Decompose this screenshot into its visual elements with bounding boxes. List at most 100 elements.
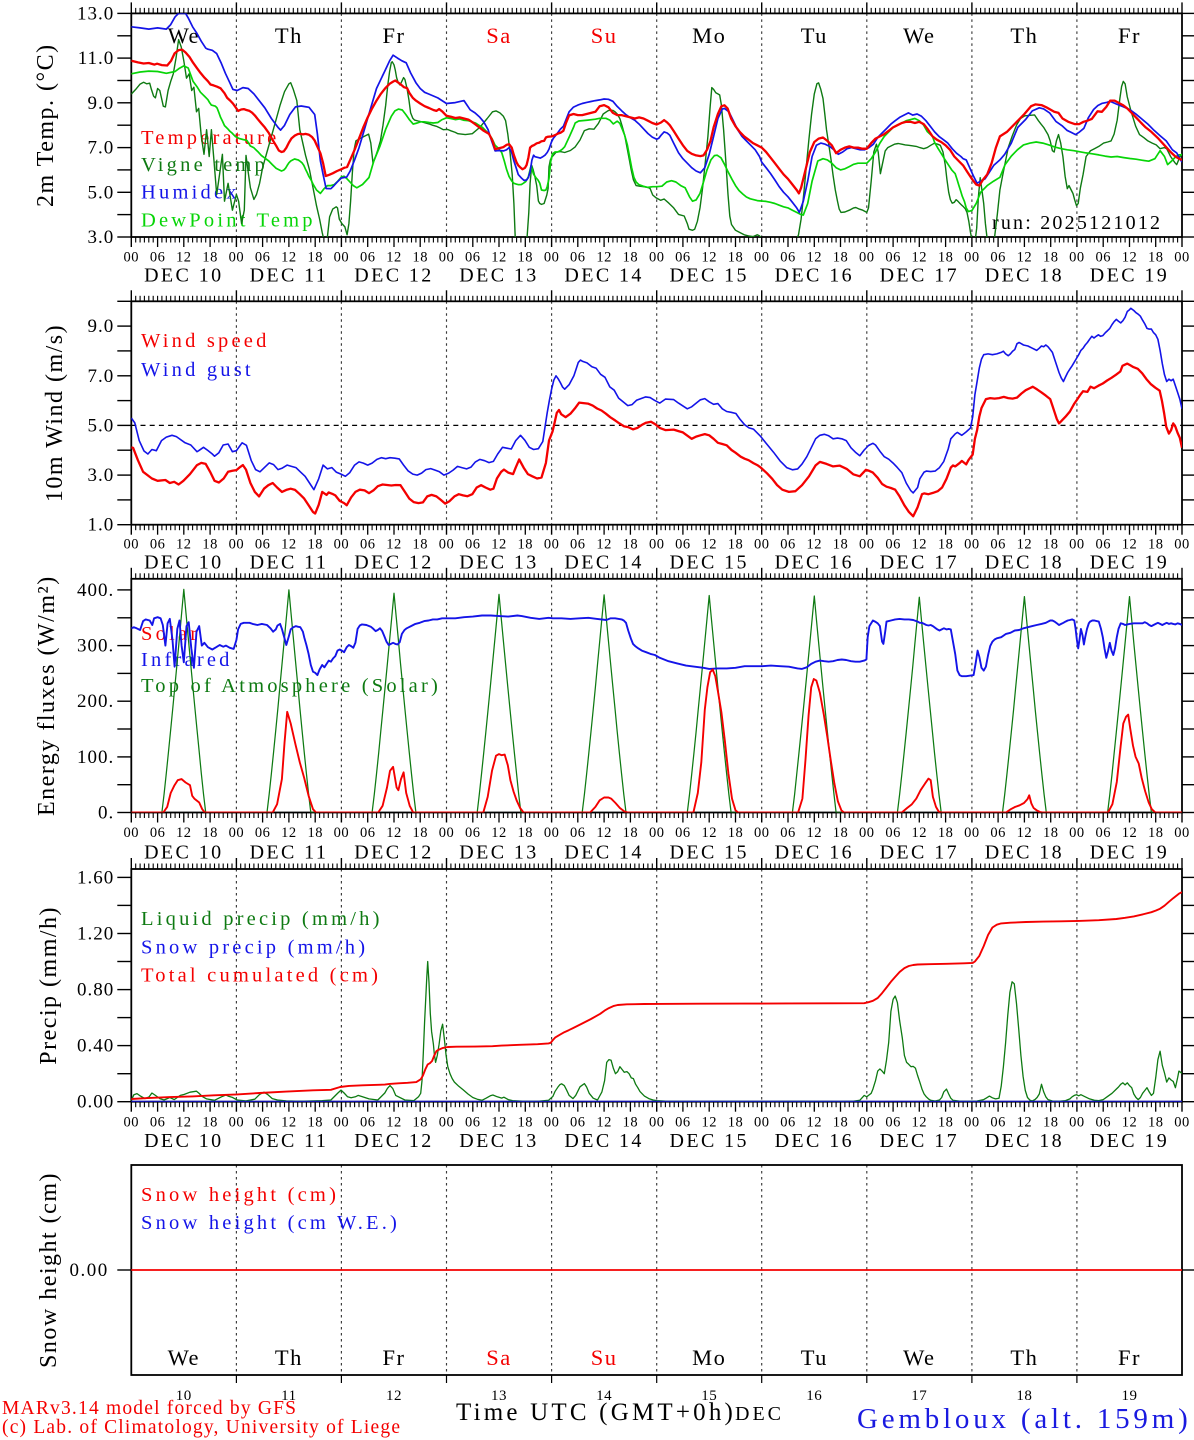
svg-text:15: 15 [701, 1388, 717, 1404]
svg-text:00: 00 [964, 1115, 980, 1131]
svg-text:18: 18 [518, 825, 534, 841]
svg-text:3.0: 3.0 [88, 227, 115, 248]
svg-text:1.20: 1.20 [77, 924, 114, 945]
svg-text:12: 12 [386, 1388, 402, 1404]
svg-text:06: 06 [150, 1115, 166, 1131]
svg-text:06: 06 [990, 537, 1006, 553]
svg-text:Snow height (cm): Snow height (cm) [141, 1184, 339, 1206]
svg-text:0.00: 0.00 [70, 1260, 109, 1281]
svg-text:We: We [903, 1345, 935, 1370]
svg-text:DEC 15: DEC 15 [669, 265, 748, 287]
svg-text:DEC 15: DEC 15 [669, 1130, 748, 1152]
svg-text:200.: 200. [77, 691, 114, 712]
svg-text:Snow precip (mm/h): Snow precip (mm/h) [141, 937, 368, 959]
svg-text:00: 00 [439, 1115, 455, 1131]
svg-text:12: 12 [176, 1115, 192, 1131]
svg-text:18: 18 [623, 537, 639, 553]
svg-text:DEC 14: DEC 14 [564, 265, 643, 287]
svg-text:MARv3.14 model forced by GFS: MARv3.14 model forced by GFS [2, 1398, 297, 1419]
svg-text:12: 12 [281, 250, 297, 266]
svg-text:12: 12 [491, 1115, 507, 1131]
svg-text:12: 12 [701, 825, 717, 841]
svg-text:DEC 19: DEC 19 [1090, 265, 1169, 287]
svg-text:06: 06 [360, 825, 376, 841]
svg-text:00: 00 [439, 250, 455, 266]
svg-text:00: 00 [1069, 537, 1085, 553]
svg-text:18: 18 [307, 1115, 323, 1131]
svg-text:Tu: Tu [801, 1345, 828, 1370]
svg-text:DEC 11: DEC 11 [250, 552, 329, 574]
svg-text:DEC 19: DEC 19 [1090, 552, 1169, 574]
svg-text:00: 00 [544, 250, 560, 266]
svg-text:14: 14 [596, 1388, 612, 1404]
svg-text:00: 00 [334, 825, 350, 841]
svg-text:DEC 10: DEC 10 [144, 842, 223, 864]
svg-text:12: 12 [807, 250, 823, 266]
svg-text:300.: 300. [77, 636, 114, 657]
svg-text:9.0: 9.0 [88, 316, 115, 337]
svg-text:10m Wind (m/s): 10m Wind (m/s) [42, 324, 68, 502]
svg-text:00: 00 [649, 537, 665, 553]
svg-text:18: 18 [938, 250, 954, 266]
svg-text:00: 00 [754, 825, 770, 841]
svg-text:12: 12 [807, 537, 823, 553]
svg-text:12: 12 [491, 825, 507, 841]
svg-text:DEC 10: DEC 10 [144, 552, 223, 574]
svg-text:DEC 14: DEC 14 [564, 552, 643, 574]
svg-text:18: 18 [1148, 1115, 1164, 1131]
svg-text:Th: Th [275, 1345, 303, 1370]
svg-text:18: 18 [623, 1115, 639, 1131]
svg-text:DEC 16: DEC 16 [775, 842, 854, 864]
svg-text:06: 06 [360, 537, 376, 553]
svg-text:Humidex: Humidex [141, 182, 240, 204]
svg-text:12: 12 [701, 1115, 717, 1131]
svg-text:DEC 13: DEC 13 [459, 842, 538, 864]
svg-text:06: 06 [1095, 250, 1111, 266]
svg-text:18: 18 [1043, 825, 1059, 841]
svg-text:Mo: Mo [692, 1345, 726, 1370]
svg-text:0.00: 0.00 [77, 1092, 114, 1113]
svg-text:18: 18 [728, 1115, 744, 1131]
svg-text:DEC 13: DEC 13 [459, 265, 538, 287]
svg-text:06: 06 [465, 825, 481, 841]
svg-text:12: 12 [596, 250, 612, 266]
svg-text:00: 00 [334, 1115, 350, 1131]
svg-text:18: 18 [623, 250, 639, 266]
svg-text:Th: Th [1010, 23, 1038, 48]
svg-text:00: 00 [1174, 537, 1190, 553]
svg-text:DEC 10: DEC 10 [144, 1130, 223, 1152]
svg-text:06: 06 [150, 537, 166, 553]
svg-text:Temperature: Temperature [141, 127, 279, 149]
svg-text:00: 00 [124, 1115, 140, 1131]
svg-text:DEC 17: DEC 17 [880, 552, 959, 574]
svg-text:DewPoint Temp: DewPoint Temp [141, 210, 316, 232]
svg-text:Wind gust: Wind gust [141, 359, 254, 381]
svg-text:06: 06 [255, 537, 271, 553]
svg-text:12: 12 [912, 1115, 928, 1131]
svg-text:Fr: Fr [382, 23, 405, 48]
svg-text:Sa: Sa [486, 23, 512, 48]
svg-text:18: 18 [202, 1115, 218, 1131]
svg-text:18: 18 [938, 1115, 954, 1131]
svg-text:00: 00 [1069, 250, 1085, 266]
svg-text:DEC 12: DEC 12 [354, 842, 433, 864]
svg-text:18: 18 [518, 1115, 534, 1131]
svg-text:00: 00 [859, 825, 875, 841]
svg-text:12: 12 [912, 537, 928, 553]
svg-text:18: 18 [202, 537, 218, 553]
svg-text:00: 00 [754, 537, 770, 553]
svg-text:DEC 17: DEC 17 [880, 265, 959, 287]
svg-text:18: 18 [307, 825, 323, 841]
svg-text:12: 12 [701, 537, 717, 553]
svg-text:06: 06 [570, 1115, 586, 1131]
svg-text:Fr: Fr [382, 1345, 405, 1370]
svg-text:18: 18 [833, 1115, 849, 1131]
svg-text:18: 18 [412, 825, 428, 841]
svg-text:DEC 11: DEC 11 [250, 1130, 329, 1152]
svg-text:12: 12 [1122, 250, 1138, 266]
svg-text:7.0: 7.0 [88, 138, 115, 159]
svg-text:19: 19 [1122, 1388, 1138, 1404]
svg-text:DEC 12: DEC 12 [354, 552, 433, 574]
svg-text:06: 06 [465, 537, 481, 553]
svg-text:Mo: Mo [692, 23, 726, 48]
